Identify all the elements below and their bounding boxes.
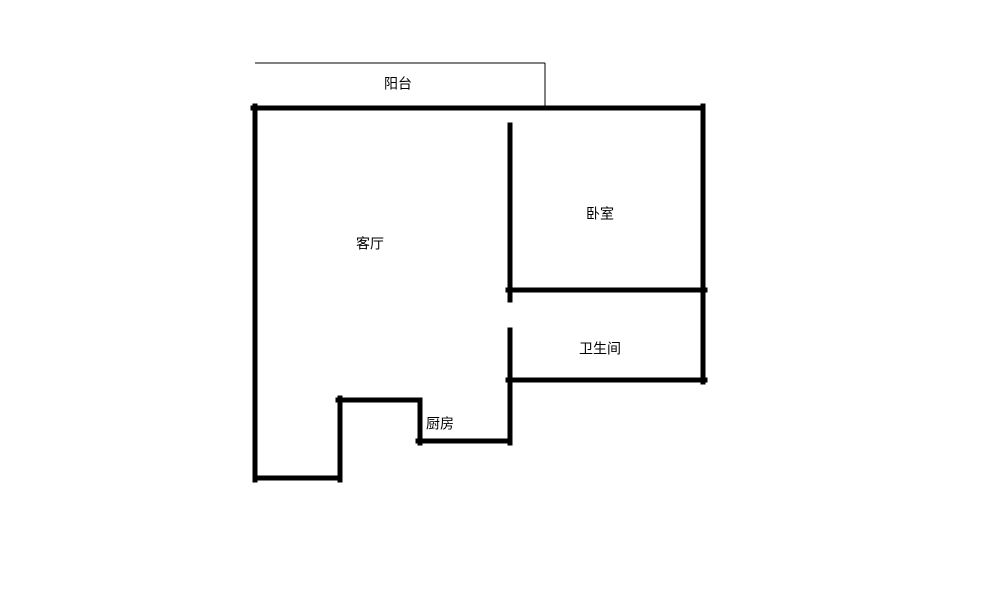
floorplan-canvas: 阳台 客厅 卧室 卫生间 厨房 [0, 0, 1006, 600]
balcony-label: 阳台 [384, 76, 412, 92]
bedroom-label: 卧室 [586, 206, 614, 222]
walls [253, 106, 705, 480]
living-room-label: 客厅 [356, 236, 384, 252]
bathroom-label: 卫生间 [579, 341, 621, 357]
kitchen-label: 厨房 [426, 416, 454, 432]
